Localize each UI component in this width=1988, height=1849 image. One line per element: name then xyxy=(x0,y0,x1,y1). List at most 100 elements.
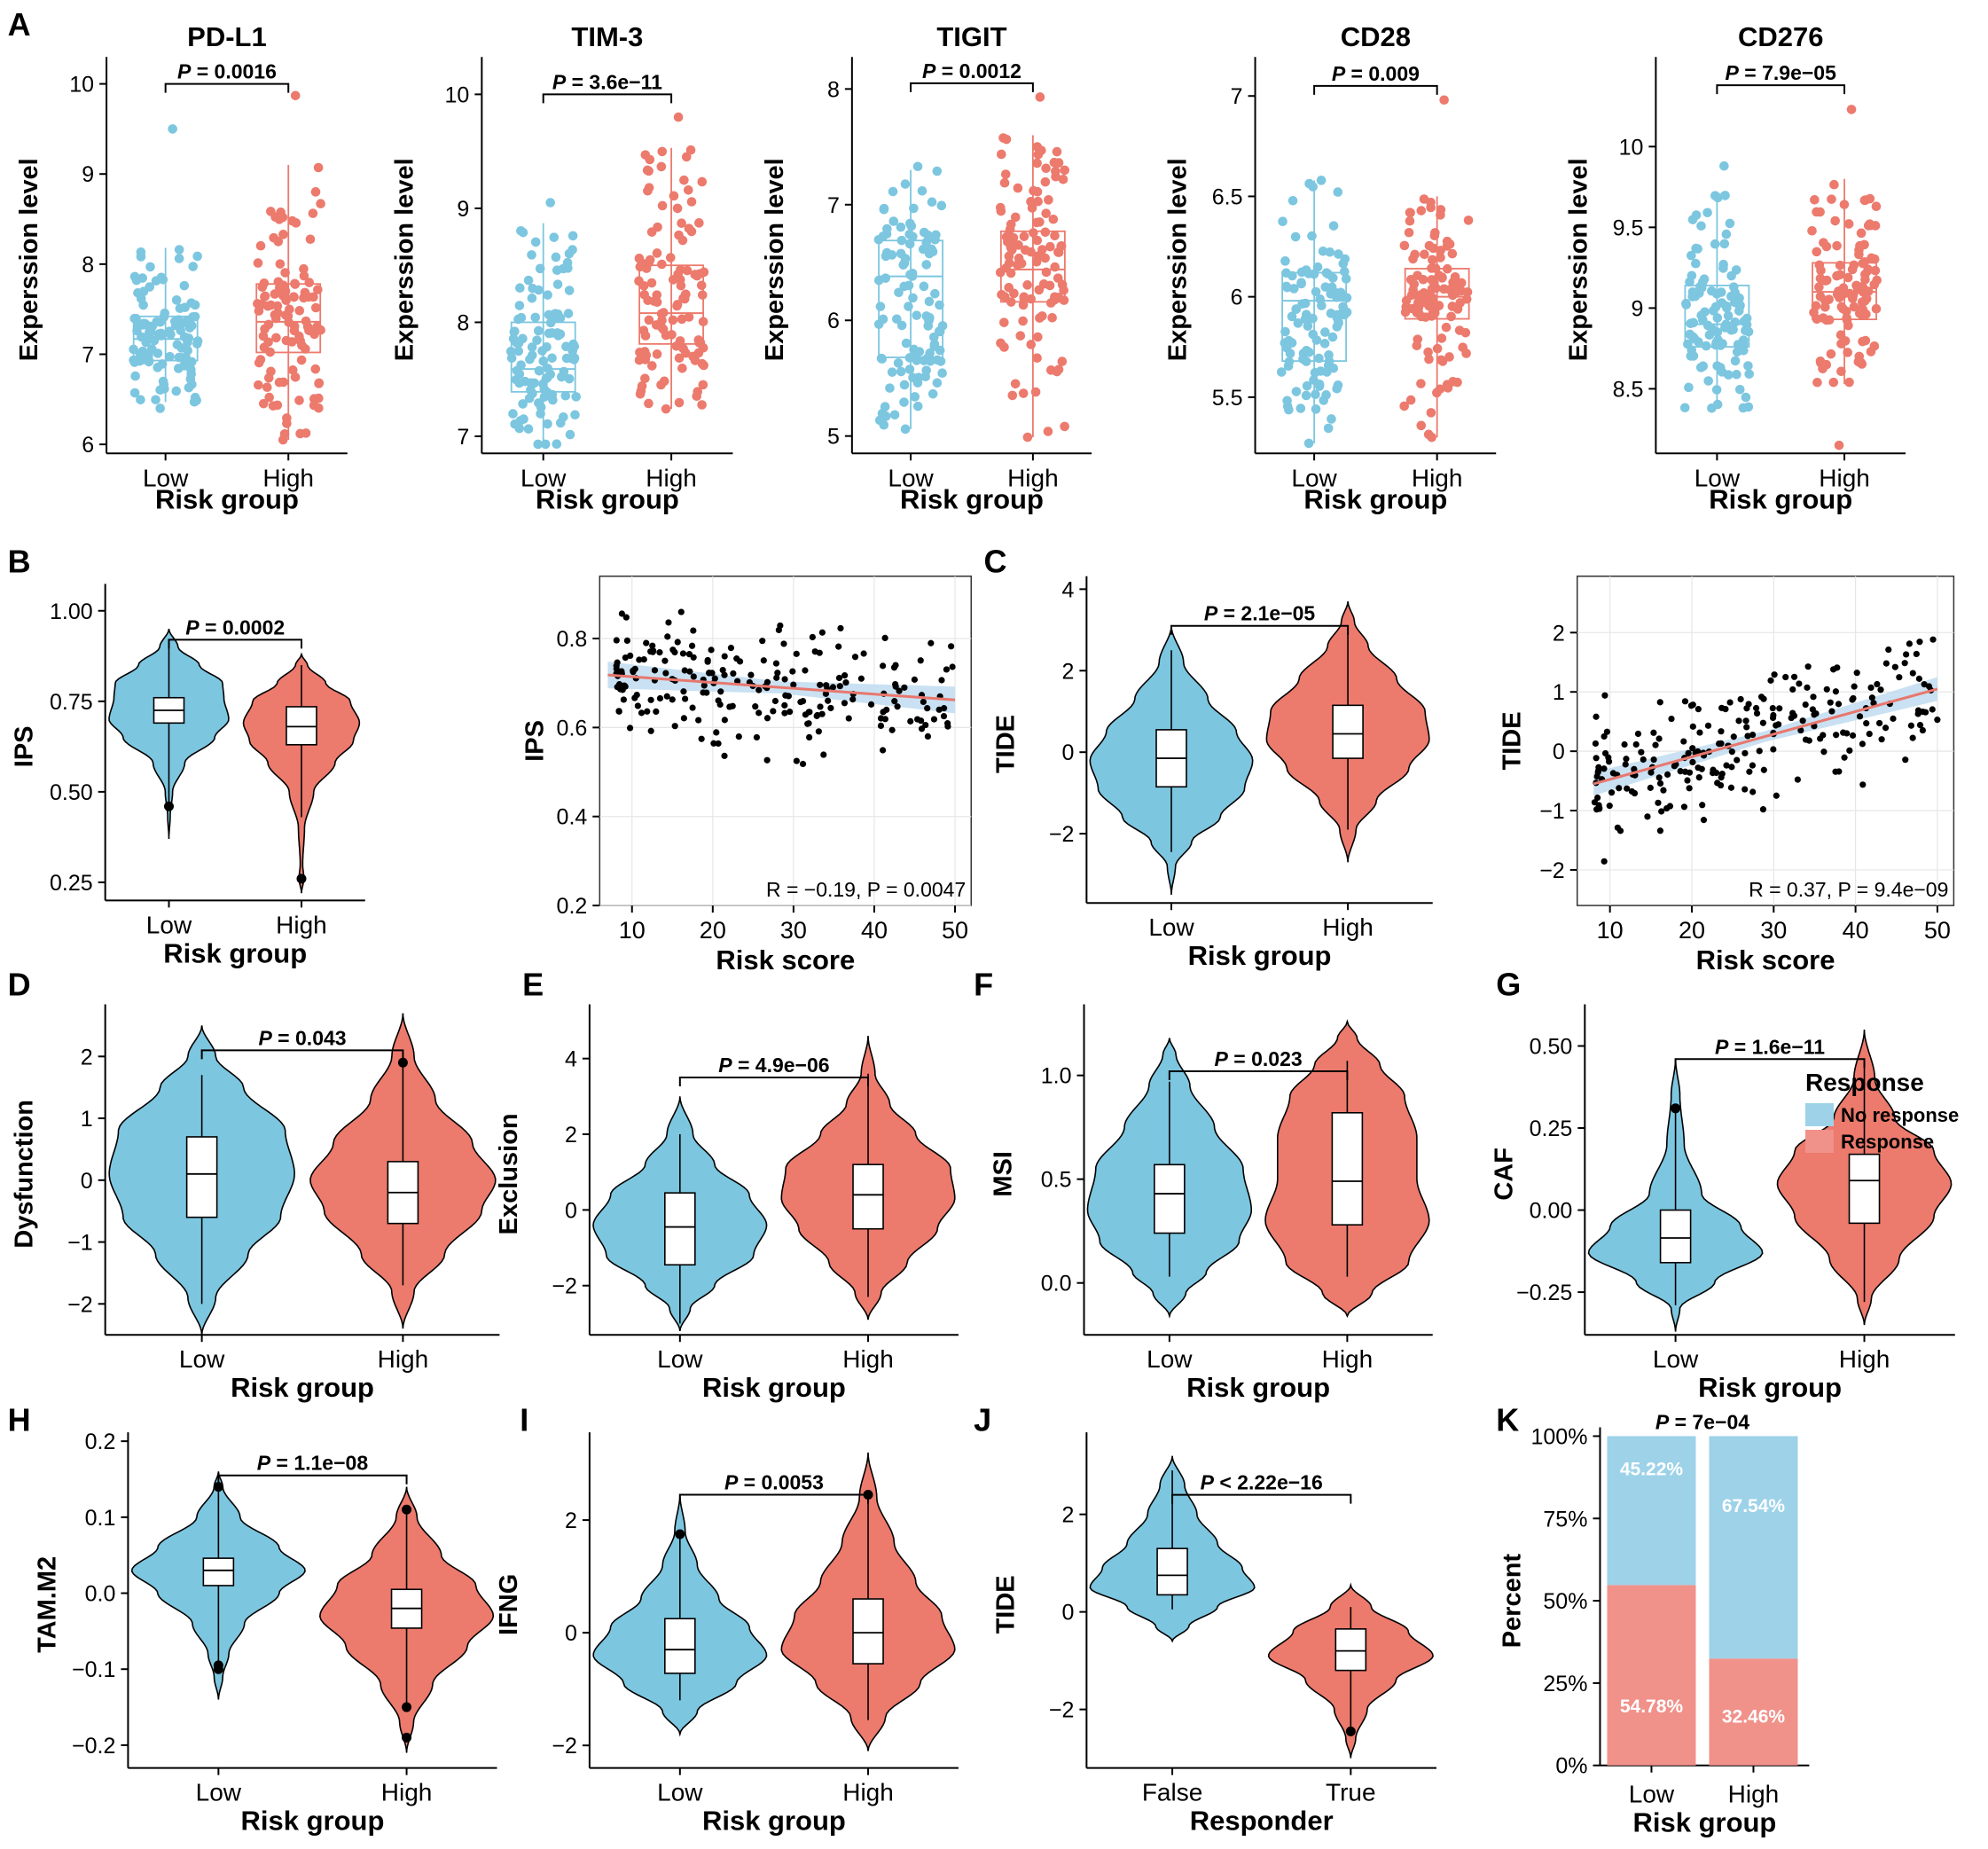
data-point xyxy=(1323,423,1334,434)
data-point xyxy=(1812,247,1822,257)
y-tick-label: 2 xyxy=(1061,659,1074,684)
data-point xyxy=(1871,303,1882,314)
data-point xyxy=(1007,390,1018,401)
y-axis-title: TAM.M2 xyxy=(33,1556,61,1653)
data-point xyxy=(690,654,697,661)
data-point xyxy=(823,682,830,689)
data-point xyxy=(1288,195,1298,206)
data-point xyxy=(699,360,708,371)
data-point xyxy=(146,344,157,354)
data-point xyxy=(785,693,793,700)
y-axis-title: IFNG xyxy=(495,1574,523,1635)
chart-title: CD276 xyxy=(1738,21,1824,52)
x-tick-label: 10 xyxy=(1597,917,1624,944)
data-point xyxy=(698,735,705,742)
chart-title: TIGIT xyxy=(936,21,1006,52)
data-point xyxy=(677,363,687,373)
x-tick-label: 40 xyxy=(1843,917,1869,944)
data-point xyxy=(1045,298,1056,308)
data-point xyxy=(1650,729,1657,736)
data-point xyxy=(682,695,689,702)
y-axis-title: TIDE xyxy=(991,1575,1020,1634)
y-tick-label: 0.8 xyxy=(557,627,588,652)
data-point xyxy=(552,439,562,450)
outlier-point xyxy=(402,1504,412,1515)
data-point xyxy=(1929,706,1936,713)
data-point xyxy=(1621,740,1628,748)
data-point xyxy=(875,302,886,311)
data-point xyxy=(717,688,724,695)
data-point xyxy=(727,644,735,652)
x-axis-title: Responder xyxy=(1190,1806,1334,1837)
x-tick-label: Low xyxy=(1147,1345,1193,1373)
data-point xyxy=(1696,729,1703,736)
data-point xyxy=(896,687,903,694)
data-point xyxy=(1728,325,1738,334)
data-point xyxy=(1738,339,1749,349)
data-point xyxy=(1794,776,1801,783)
data-point xyxy=(1773,792,1780,799)
data-point xyxy=(921,365,931,375)
data-point xyxy=(677,235,688,246)
data-point xyxy=(1609,770,1616,777)
y-tick-label: 6 xyxy=(82,433,94,458)
data-point xyxy=(158,274,168,285)
x-tick-label: Low xyxy=(888,464,934,491)
data-point xyxy=(873,319,884,329)
data-point xyxy=(538,356,549,366)
data-point xyxy=(560,390,571,401)
y-tick-label: 25% xyxy=(1543,1672,1587,1696)
data-point xyxy=(1601,692,1608,699)
data-point xyxy=(618,668,625,675)
data-point xyxy=(1319,396,1329,405)
data-point xyxy=(944,720,951,727)
data-point xyxy=(1694,706,1702,713)
data-point xyxy=(1891,663,1898,670)
data-point xyxy=(155,403,165,413)
data-point xyxy=(713,729,720,736)
data-point xyxy=(1735,717,1742,725)
data-point xyxy=(1820,748,1828,756)
data-point xyxy=(899,397,909,407)
data-point xyxy=(1416,420,1427,431)
data-point xyxy=(920,698,927,706)
data-point xyxy=(1721,229,1732,239)
data-point xyxy=(904,364,915,374)
data-point xyxy=(1401,295,1412,306)
data-point xyxy=(1769,704,1776,712)
outlier-point xyxy=(163,801,174,811)
x-axis-title: Risk group xyxy=(536,483,679,514)
y-axis-title: TIDE xyxy=(1499,711,1527,770)
data-point xyxy=(882,223,892,234)
x-tick-label: High xyxy=(1819,464,1870,491)
data-point xyxy=(1738,403,1749,413)
panel-label: K xyxy=(1496,1402,1519,1438)
data-point xyxy=(835,643,842,650)
data-point xyxy=(1327,332,1338,342)
y-tick-label: 1 xyxy=(1553,680,1565,705)
data-point xyxy=(1718,740,1725,747)
data-point xyxy=(697,176,708,187)
data-point xyxy=(1323,360,1334,371)
data-point xyxy=(1832,270,1842,281)
data-point xyxy=(259,398,269,409)
data-point xyxy=(1686,785,1693,792)
data-point xyxy=(1718,774,1725,781)
data-point xyxy=(651,667,659,674)
data-point xyxy=(1756,748,1763,755)
x-tick-label: 30 xyxy=(780,917,807,944)
data-point xyxy=(563,309,574,318)
data-point xyxy=(1040,253,1050,263)
panel-label: A xyxy=(8,6,31,43)
data-point xyxy=(652,349,662,359)
data-point xyxy=(1026,340,1037,349)
data-point xyxy=(659,376,669,387)
data-point xyxy=(820,751,827,758)
data-point xyxy=(1309,269,1319,279)
data-point xyxy=(1320,327,1330,337)
data-point xyxy=(1004,251,1014,262)
data-point xyxy=(1869,279,1880,290)
